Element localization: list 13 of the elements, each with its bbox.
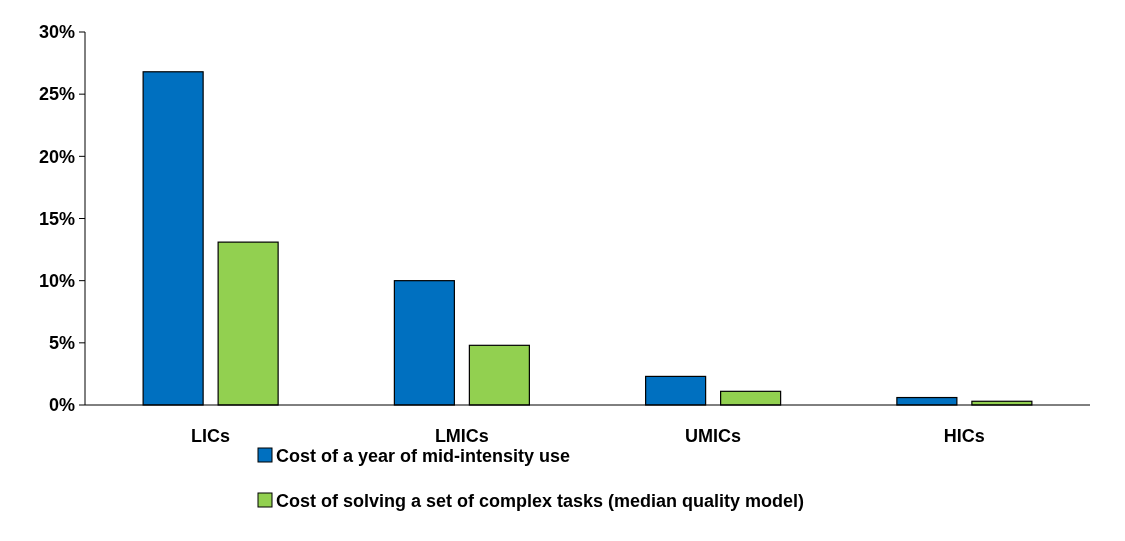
x-tick-label: LICs	[191, 426, 231, 446]
y-tick-label: 20%	[38, 146, 75, 167]
y-tick-label: 30%	[38, 22, 75, 43]
x-tick-label: HICs	[943, 426, 985, 446]
legend-label: Cost of solving a set of complex tasks (median quality model)	[276, 491, 805, 512]
y-tick-label: 15%	[38, 208, 75, 229]
y-tick-label: 25%	[38, 84, 75, 105]
y-tick-label: 5%	[48, 333, 75, 354]
y-tick-label: 10%	[38, 270, 75, 291]
x-tick-label: LMICs	[434, 426, 489, 446]
y-tick-label: 0%	[48, 395, 75, 416]
x-tick-label: UMICs	[685, 426, 742, 446]
legend-label: Cost of a year of mid-intensity use	[276, 446, 571, 467]
